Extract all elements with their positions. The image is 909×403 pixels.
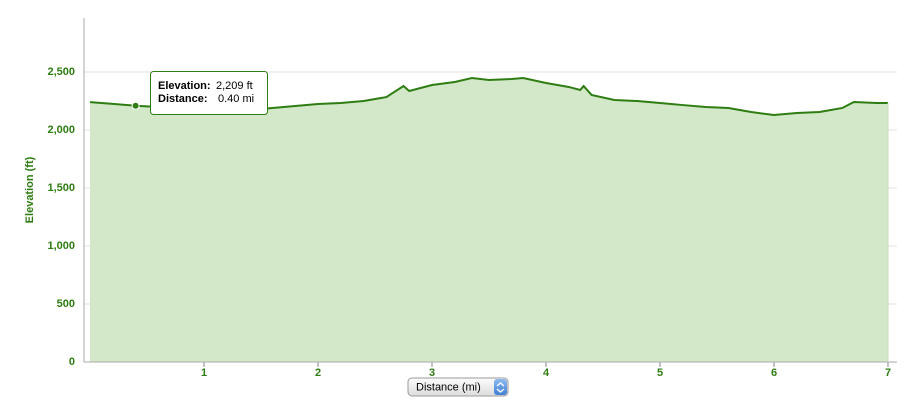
tooltip-value: 2,209 ft bbox=[216, 80, 253, 92]
x-tick-label: 5 bbox=[657, 367, 663, 379]
x-axis-select[interactable]: Distance (mi) bbox=[407, 377, 509, 397]
tooltip-label: Distance: bbox=[158, 93, 208, 105]
y-tick-label: 2,500 bbox=[47, 66, 75, 78]
x-tick-label: 6 bbox=[771, 367, 777, 379]
select-arrow[interactable] bbox=[494, 379, 507, 395]
tooltip-box bbox=[150, 71, 268, 115]
y-tick-label: 500 bbox=[57, 298, 75, 310]
y-tick-label: 0 bbox=[69, 356, 75, 368]
x-tick-label: 4 bbox=[543, 367, 550, 379]
y-axis-label: Elevation (ft) bbox=[24, 156, 36, 223]
tooltip-label: Elevation: bbox=[158, 80, 211, 92]
x-tick-label: 3 bbox=[429, 367, 435, 379]
y-tick-label: 1,500 bbox=[47, 182, 75, 194]
area bbox=[90, 78, 888, 363]
x-tick-label: 7 bbox=[885, 367, 891, 379]
select-box[interactable] bbox=[407, 377, 509, 397]
y-tick-label: 1,000 bbox=[47, 240, 75, 252]
plot bbox=[83, 18, 897, 367]
x-tick-label: 1 bbox=[201, 367, 207, 379]
x-axis-label[interactable]: Distance (mi) bbox=[416, 381, 481, 393]
tooltip-value: 0.40 mi bbox=[218, 93, 254, 105]
x-tick-label: 2 bbox=[315, 367, 321, 379]
select-arrow-icon bbox=[496, 382, 505, 393]
y-tick-label: 2,000 bbox=[47, 124, 75, 136]
hover-point bbox=[131, 101, 140, 110]
